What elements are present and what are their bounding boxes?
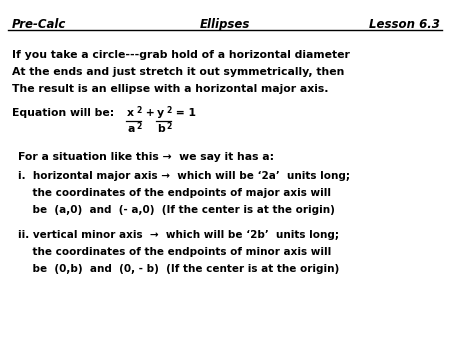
Text: Ellipses: Ellipses (200, 18, 250, 31)
Text: the coordinates of the endpoints of minor axis will: the coordinates of the endpoints of mino… (18, 247, 331, 257)
Text: 2: 2 (136, 122, 141, 131)
Text: Lesson 6.3: Lesson 6.3 (369, 18, 440, 31)
Text: The result is an ellipse with a horizontal major axis.: The result is an ellipse with a horizont… (12, 84, 328, 94)
Text: 2: 2 (166, 122, 171, 131)
Text: = 1: = 1 (172, 108, 196, 118)
Text: be  (0,b)  and  (0, - b)  (If the center is at the origin): be (0,b) and (0, - b) (If the center is … (18, 264, 339, 274)
Text: +: + (142, 108, 158, 118)
Text: be  (a,0)  and  (- a,0)  (If the center is at the origin): be (a,0) and (- a,0) (If the center is a… (18, 205, 335, 215)
Text: x: x (127, 108, 134, 118)
Text: a: a (127, 124, 135, 134)
Text: 2: 2 (166, 106, 171, 115)
Text: 2: 2 (136, 106, 141, 115)
Text: ii. vertical minor axis  →  which will be ‘2b’  units long;: ii. vertical minor axis → which will be … (18, 230, 339, 240)
Text: At the ends and just stretch it out symmetrically, then: At the ends and just stretch it out symm… (12, 67, 344, 77)
Text: y: y (157, 108, 164, 118)
Text: Equation will be:: Equation will be: (12, 108, 118, 118)
Text: b: b (157, 124, 165, 134)
Text: If you take a circle---grab hold of a horizontal diameter: If you take a circle---grab hold of a ho… (12, 50, 350, 60)
Text: i.  horizontal major axis →  which will be ‘2a’  units long;: i. horizontal major axis → which will be… (18, 171, 350, 181)
Text: the coordinates of the endpoints of major axis will: the coordinates of the endpoints of majo… (18, 188, 331, 198)
Text: Pre-Calc: Pre-Calc (12, 18, 67, 31)
Text: For a situation like this →  we say it has a:: For a situation like this → we say it ha… (18, 152, 274, 162)
